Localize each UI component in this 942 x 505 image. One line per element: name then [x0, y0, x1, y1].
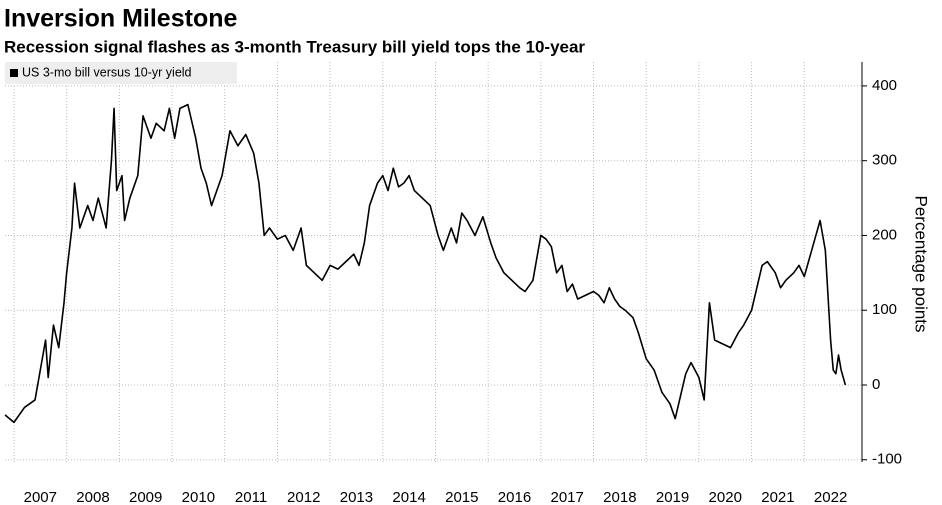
x-tick-label: 2011 [235, 489, 267, 505]
y-tick-label: 0 [872, 376, 880, 393]
x-tick-label: 2007 [24, 489, 57, 505]
y-tick-label: -100 [872, 451, 902, 468]
x-tick-label: 2008 [76, 489, 109, 505]
x-tick-label: 2013 [340, 489, 373, 505]
x-tick-label: 2022 [814, 489, 847, 505]
y-tick-label: 300 [872, 152, 897, 169]
x-tick-label: 2015 [445, 489, 478, 505]
legend-box [5, 62, 237, 84]
legend-label: US 3-mo bill versus 10-yr yield [22, 65, 192, 79]
y-tick-label: 100 [872, 301, 897, 318]
x-tick-label: 2012 [287, 489, 320, 505]
data-line [4, 103, 847, 424]
x-tick-label: 2009 [129, 489, 162, 505]
y-axis-label: Percentage points [912, 195, 931, 332]
x-tick-label: 2020 [709, 489, 742, 505]
x-tick-label: 2016 [498, 489, 531, 505]
legend-swatch [10, 69, 18, 77]
x-tick-label: 2018 [603, 489, 636, 505]
x-tick-label: 2021 [761, 489, 794, 505]
chart-subtitle: Recession signal flashes as 3-month Trea… [4, 37, 585, 56]
x-tick-label: 2019 [656, 489, 689, 505]
y-tick-label: 400 [872, 77, 897, 94]
x-tick-label: 2014 [392, 489, 425, 505]
chart-title: Inversion Milestone [4, 5, 237, 33]
y-tick-label: 200 [872, 226, 897, 243]
x-tick-label: 2017 [550, 489, 583, 505]
x-tick-label: 2010 [182, 489, 215, 505]
